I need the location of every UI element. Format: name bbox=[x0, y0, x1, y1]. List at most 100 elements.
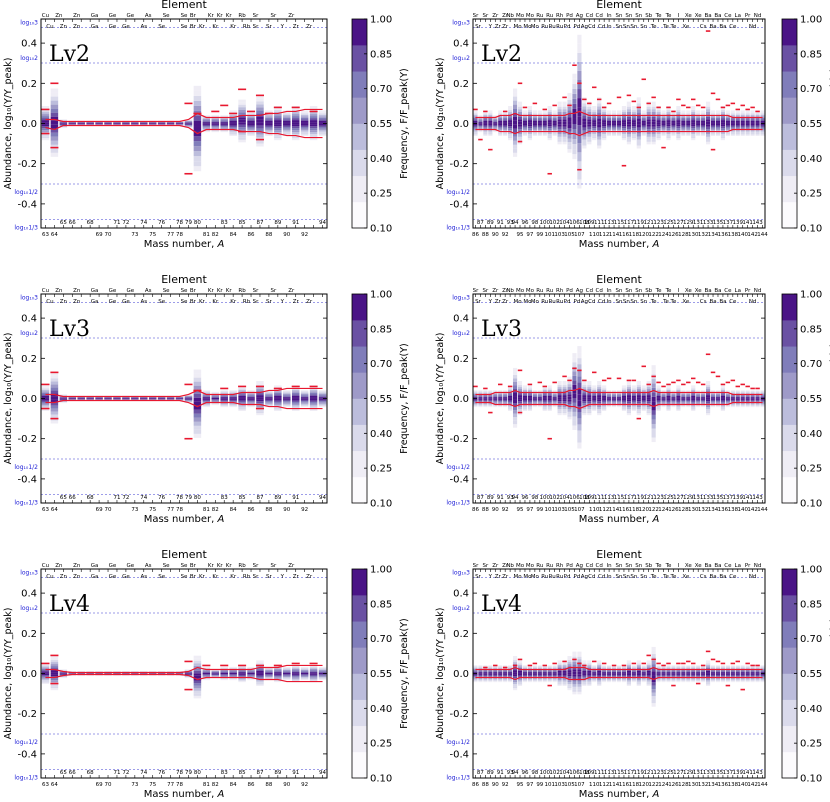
heat-cell bbox=[523, 122, 527, 124]
heat-column-109 bbox=[587, 102, 591, 145]
heat-cell bbox=[203, 396, 211, 397]
heat-cell bbox=[478, 400, 482, 401]
heat-cell bbox=[721, 112, 725, 114]
heat-cell bbox=[657, 399, 661, 401]
heat-cell bbox=[736, 121, 740, 123]
heat-cell bbox=[553, 125, 557, 127]
element-label: Se bbox=[158, 24, 165, 30]
heat-cell bbox=[632, 405, 636, 407]
element-label: Sr bbox=[253, 288, 259, 294]
heat-cell bbox=[283, 675, 291, 676]
heat-cell bbox=[256, 411, 264, 413]
element-label: Ce bbox=[724, 13, 732, 19]
colorbar-tick-label: 1.00 bbox=[370, 565, 392, 576]
heat-cell bbox=[310, 391, 318, 393]
heat-cell bbox=[696, 395, 700, 396]
heat-cell bbox=[51, 384, 59, 387]
heat-cell bbox=[622, 124, 626, 126]
y-tick-label: 0.2 bbox=[21, 629, 37, 640]
colorbar-tick-label: 1.00 bbox=[370, 15, 392, 26]
heat-cell bbox=[548, 672, 552, 673]
heat-cell bbox=[523, 119, 527, 121]
heat-cell bbox=[292, 130, 300, 132]
heat-cell bbox=[483, 404, 487, 405]
heat-cell bbox=[562, 124, 566, 127]
heat-cell bbox=[518, 413, 522, 415]
heat-cell bbox=[513, 400, 517, 404]
heat-cell bbox=[706, 399, 710, 401]
heat-cell bbox=[543, 399, 547, 401]
element-axis-title: Element bbox=[596, 0, 642, 11]
heat-cell bbox=[647, 381, 651, 383]
heat-cell bbox=[755, 113, 759, 115]
colorbar-swatch bbox=[782, 477, 797, 503]
heat-cell bbox=[726, 121, 730, 123]
element-label: Zr bbox=[293, 574, 300, 580]
heat-cell bbox=[265, 393, 273, 394]
heat-cell bbox=[676, 106, 680, 108]
heat-cell bbox=[642, 394, 646, 396]
heat-cell bbox=[493, 390, 497, 391]
element-label: Zr bbox=[288, 288, 295, 294]
heat-cell bbox=[51, 411, 59, 414]
heat-cell bbox=[229, 133, 237, 135]
heat-cell bbox=[528, 112, 532, 114]
heat-cell bbox=[194, 378, 202, 382]
heat-cell bbox=[310, 116, 318, 118]
heat-cell bbox=[706, 409, 710, 411]
heat-cell bbox=[572, 398, 576, 403]
heat-cell bbox=[149, 123, 157, 124]
heat-cell bbox=[632, 118, 636, 120]
heat-column-64 bbox=[51, 89, 59, 157]
heat-cell bbox=[508, 674, 512, 675]
heat-cell bbox=[543, 124, 547, 126]
heat-cell bbox=[553, 665, 557, 666]
heat-cell bbox=[518, 681, 522, 683]
heat-cell bbox=[721, 402, 725, 404]
heat-cell bbox=[69, 398, 77, 399]
heat-cell bbox=[42, 134, 50, 136]
heat-cell bbox=[523, 402, 527, 404]
heat-cell bbox=[726, 128, 730, 130]
heat-cell bbox=[533, 128, 537, 130]
heat-column-104 bbox=[562, 660, 566, 686]
heat-cell bbox=[711, 133, 715, 135]
heat-cell bbox=[642, 666, 646, 667]
element-label: Sr bbox=[482, 13, 488, 19]
heat-cell bbox=[567, 664, 571, 666]
heat-cell bbox=[562, 119, 566, 122]
heat-cell bbox=[194, 686, 202, 689]
heat-cell bbox=[567, 688, 571, 690]
heat-cell bbox=[731, 135, 735, 137]
heat-cell bbox=[513, 688, 517, 690]
element-label: Kr bbox=[199, 574, 206, 580]
heat-cell bbox=[51, 133, 59, 137]
heat-cell bbox=[736, 113, 740, 115]
heat-cell bbox=[731, 122, 735, 124]
heat-cell bbox=[760, 133, 764, 135]
element-label: Cd bbox=[586, 13, 593, 19]
heat-cell bbox=[51, 664, 59, 666]
heat-cell bbox=[220, 396, 228, 397]
heat-cell bbox=[622, 108, 626, 110]
heat-cell bbox=[657, 397, 661, 399]
heat-cell bbox=[562, 685, 566, 687]
heat-cell bbox=[622, 122, 626, 124]
heat-cell bbox=[473, 127, 477, 129]
heat-cell bbox=[607, 116, 611, 118]
heat-cell bbox=[582, 103, 586, 106]
heat-cell bbox=[602, 670, 606, 671]
heat-cell bbox=[488, 668, 492, 669]
heat-column-130 bbox=[691, 385, 695, 411]
heat-cell bbox=[627, 137, 631, 140]
element-label: Sr bbox=[253, 299, 259, 305]
heat-cell bbox=[203, 406, 211, 407]
heat-cell bbox=[572, 84, 576, 89]
heat-cell bbox=[746, 110, 750, 112]
heat-cell bbox=[538, 394, 542, 395]
heat-cell bbox=[632, 108, 636, 110]
heat-cell bbox=[711, 118, 715, 120]
heat-cell bbox=[627, 407, 631, 409]
heat-cell bbox=[731, 127, 735, 129]
heat-cell bbox=[642, 118, 646, 120]
